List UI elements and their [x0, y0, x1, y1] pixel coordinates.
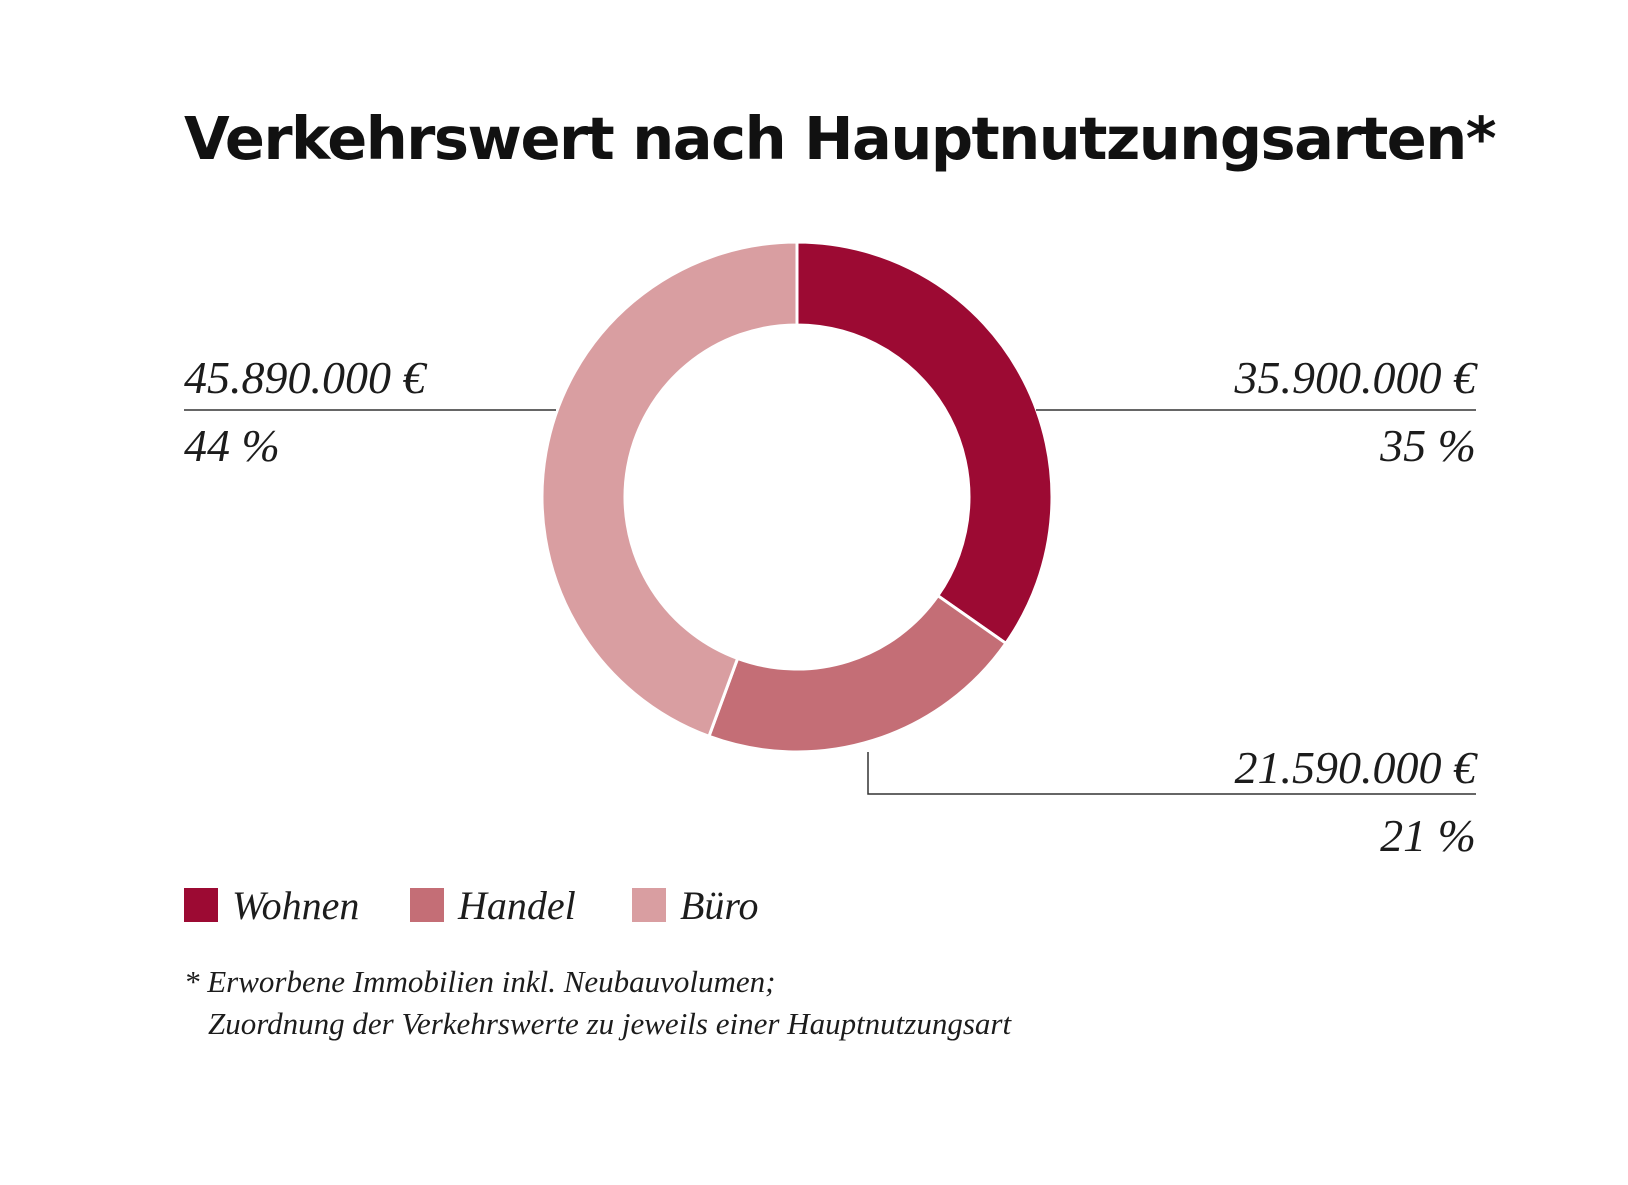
footnote-line-1: * Erworbene Immobilien inkl. Neubauvolum…	[184, 964, 776, 999]
legend-swatch-handel	[410, 888, 444, 922]
donut-slice-wohnen	[795, 240, 1054, 646]
value-label-buero: 45.890.000 €	[184, 352, 426, 403]
legend-label-wohnen: Wohnen	[232, 882, 360, 928]
legend-swatch-buero	[632, 888, 666, 922]
legend-item-wohnen: Wohnen	[184, 883, 359, 928]
value-label-wohnen: 35.900.000 €	[1234, 352, 1477, 403]
percent-label-buero: 44 %	[184, 420, 280, 471]
donut-slice-buero	[540, 240, 799, 739]
legend-label-buero: Büro	[680, 882, 759, 928]
percent-label-handel: 21 %	[1380, 810, 1476, 861]
legend-label-handel: Handel	[458, 882, 576, 928]
chart-title: Verkehrswert nach Hauptnutzungsarten*	[184, 104, 1497, 173]
footnote-line-2: Zuordnung der Verkehrswerte zu jeweils e…	[208, 1006, 1012, 1041]
percent-label-wohnen: 35 %	[1380, 420, 1476, 471]
donut-slice-handel	[707, 593, 1008, 754]
leader-line-handel	[867, 752, 1476, 795]
legend-swatch-wohnen	[184, 888, 218, 922]
legend-item-handel: Handel	[410, 883, 576, 928]
value-label-handel: 21.590.000 €	[1234, 742, 1477, 793]
legend-item-buero: Büro	[632, 883, 759, 928]
